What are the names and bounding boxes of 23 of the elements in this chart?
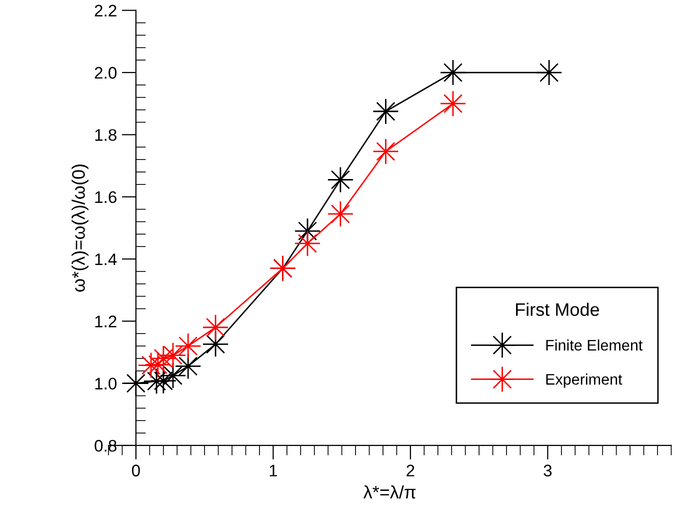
point	[202, 314, 229, 341]
x-tick-label: 2	[406, 464, 414, 476]
x-tick-label: 3	[544, 464, 552, 476]
y-tick-label: 1.0	[95, 378, 117, 390]
point	[327, 166, 354, 193]
point	[536, 59, 562, 86]
legend-title: First Mode	[516, 302, 600, 316]
x-tick-label: 1	[270, 464, 278, 476]
y-tick-label: 1.4	[95, 254, 117, 266]
legend-label: Finite Element	[546, 339, 643, 351]
y-tick-label: 2.0	[94, 66, 117, 79]
y-axis-title: ω*(λ)=ω(λ)/ω(0)	[72, 164, 88, 292]
x-tick-label: 0	[132, 464, 140, 476]
point	[174, 332, 202, 360]
y-tick-label: 1.2	[95, 316, 116, 328]
y-tick-label: 1.8	[95, 129, 116, 141]
y-tick-label: 1.6	[95, 191, 116, 204]
point	[327, 200, 354, 228]
point	[372, 98, 399, 125]
point	[440, 90, 466, 117]
x-axis-title: λ*=λ/π	[363, 485, 416, 499]
y-tick-label: 2.2	[94, 4, 116, 16]
legend-label: Experiment	[546, 374, 622, 388]
